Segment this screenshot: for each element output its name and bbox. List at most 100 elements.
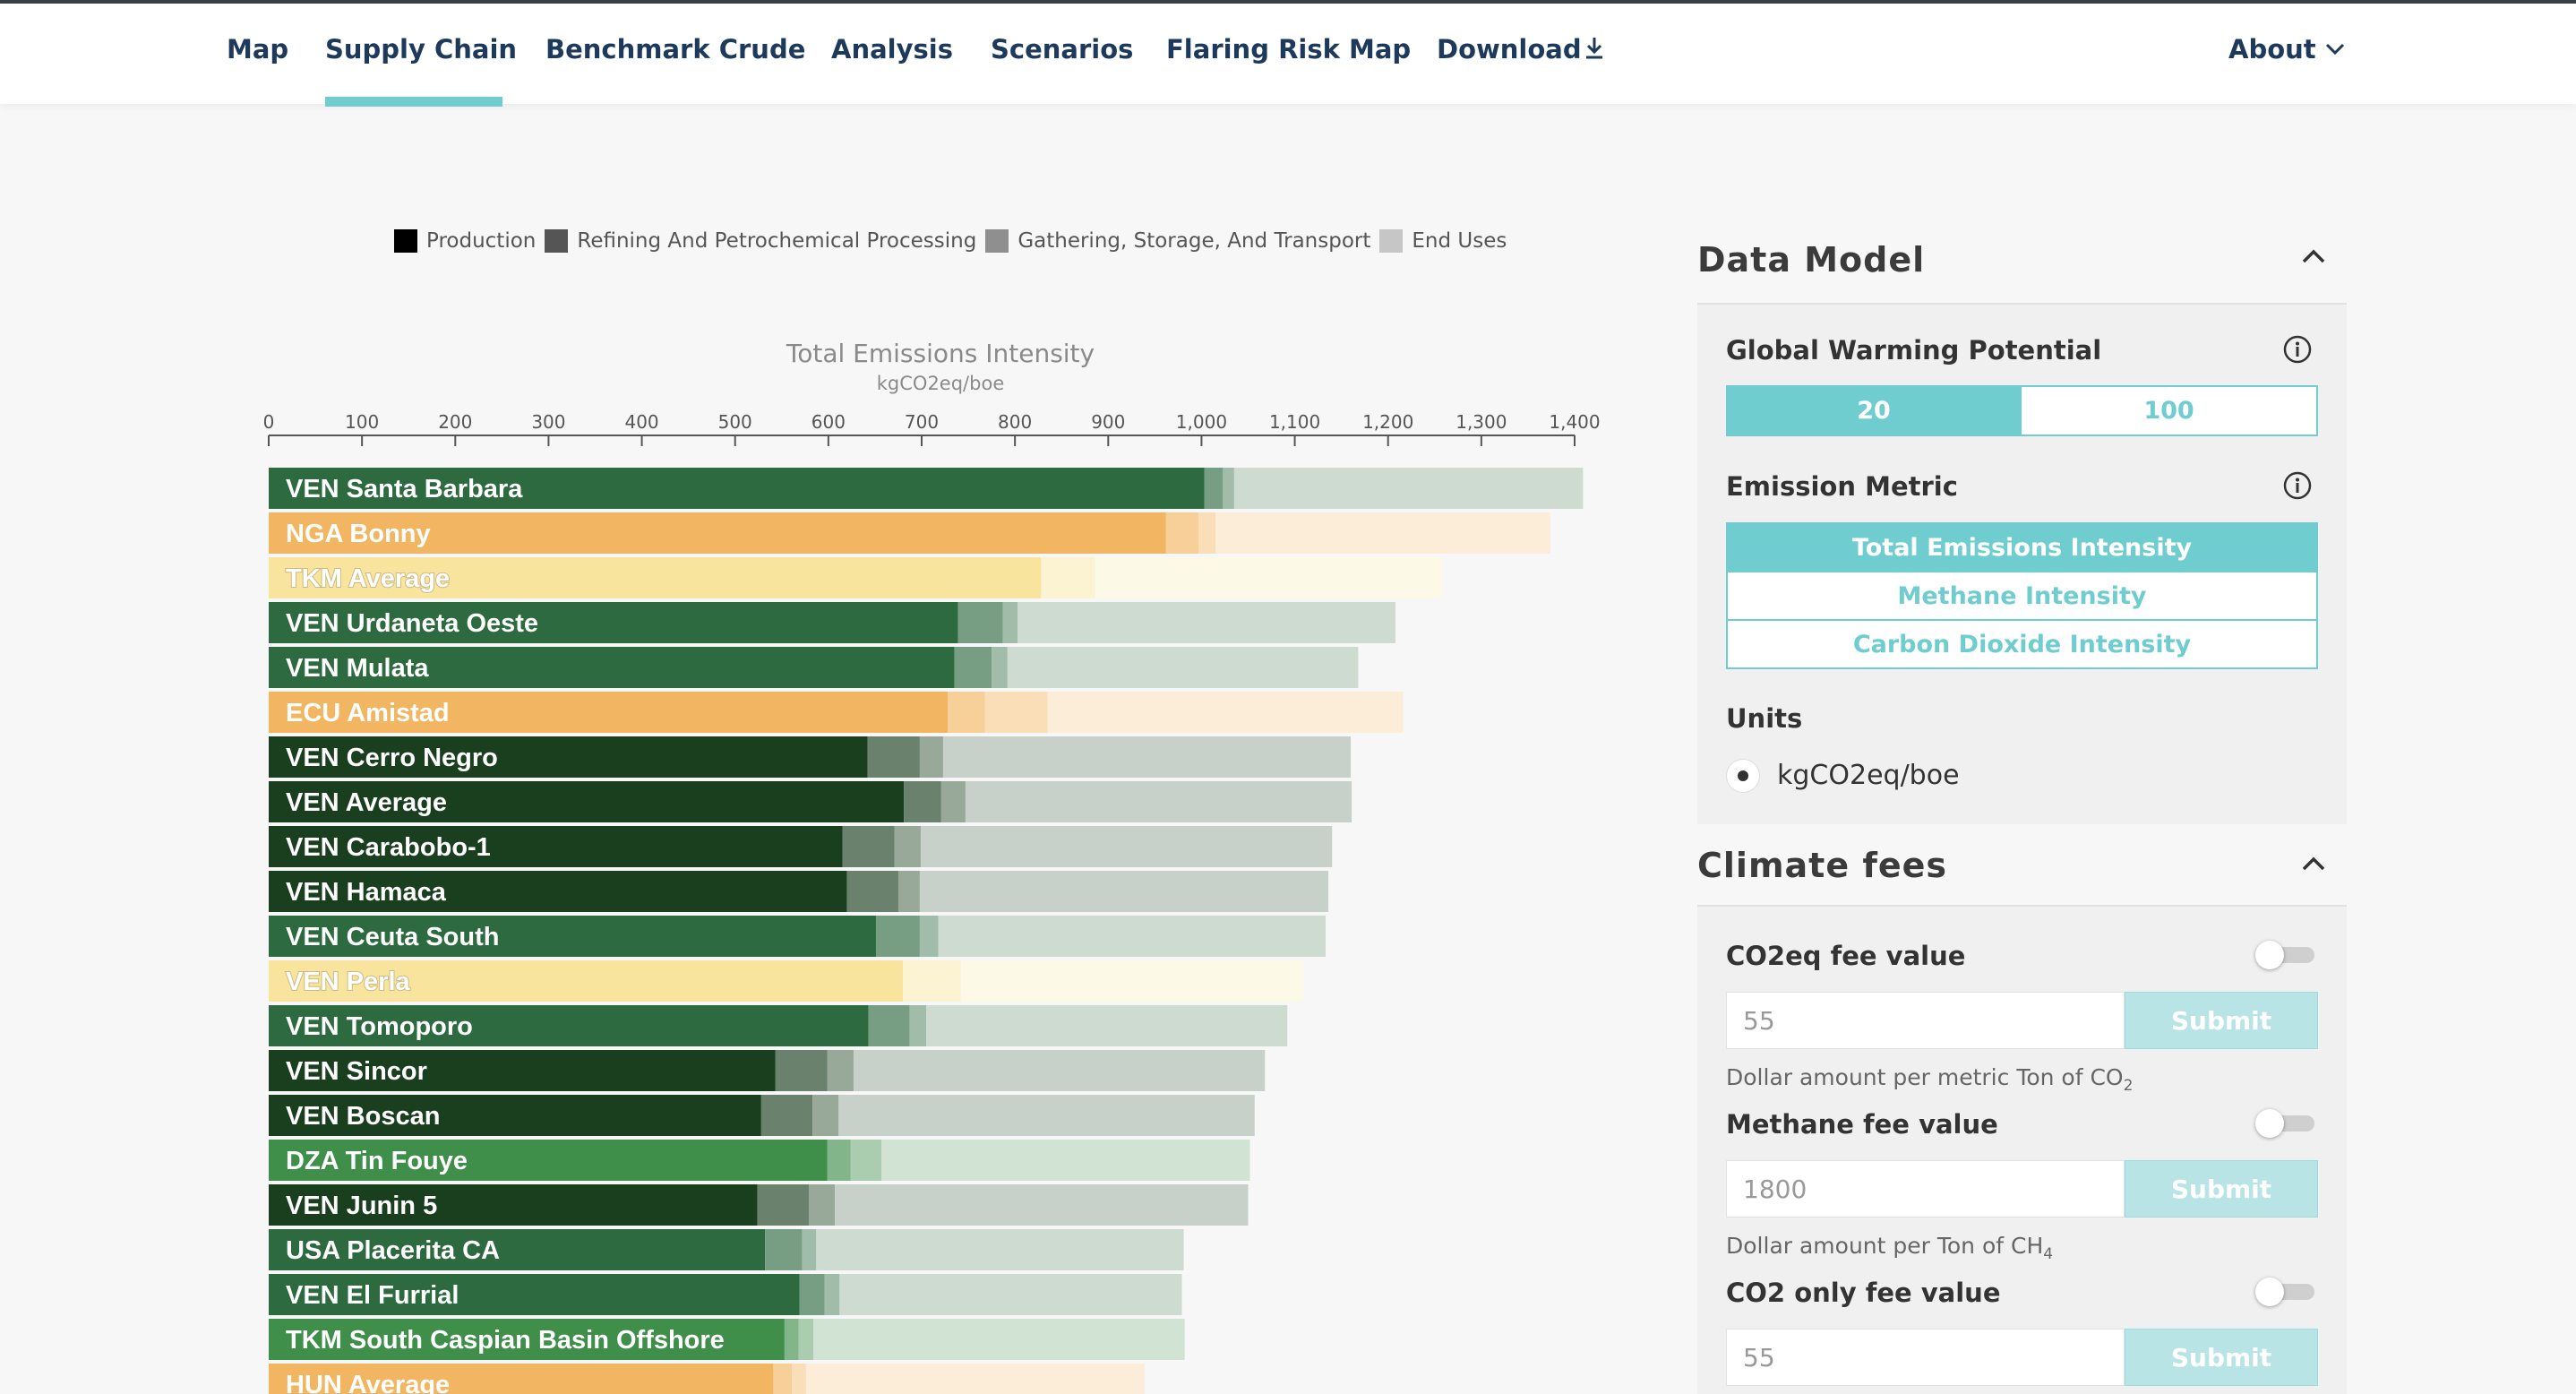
bar-segment — [773, 1364, 793, 1394]
units-radio[interactable] — [1726, 759, 1760, 793]
co2-only-submit-button[interactable]: Submit — [2125, 1329, 2318, 1386]
bar-segment — [808, 1184, 836, 1226]
bar-segment — [853, 1050, 1266, 1091]
bar-label: NGA Bonny — [286, 520, 431, 548]
bar-segment — [868, 1005, 910, 1046]
bar-label: TKM Average — [286, 564, 450, 593]
nav-about[interactable]: About — [2228, 34, 2345, 65]
nav-supply-chain[interactable]: Supply Chain — [325, 34, 518, 65]
x-tick-label: 500 — [718, 411, 752, 433]
x-tick-label: 0 — [263, 411, 275, 433]
bar-segment — [269, 1274, 800, 1315]
metric-option-co2[interactable]: Carbon Dioxide Intensity — [1726, 619, 2318, 669]
bar-segment — [842, 826, 895, 867]
co2eq-fee-help: Dollar amount per metric Ton of CO2 — [1726, 1064, 2133, 1095]
bar-label: VEN Ceuta South — [286, 923, 499, 951]
methane-fee-toggle[interactable] — [2255, 1109, 2318, 1138]
bar-segment — [269, 468, 1205, 509]
bar-label: USA Placerita CA — [286, 1236, 500, 1265]
legend-label: Production — [426, 229, 537, 253]
bar-segment — [269, 781, 905, 822]
nav-scenarios[interactable]: Scenarios — [991, 34, 1134, 65]
chevron-up-icon[interactable] — [2302, 249, 2325, 263]
info-icon[interactable] — [2282, 334, 2313, 365]
bar-segment — [867, 736, 920, 778]
co2-only-fee-label: CO2 only fee value — [1726, 1278, 2001, 1308]
bar-segment — [1204, 468, 1224, 509]
bar-segment — [954, 647, 992, 688]
bar-segment — [269, 1095, 761, 1136]
bar-segment — [938, 916, 1326, 957]
legend-item-end-uses: End Uses — [1379, 229, 1507, 253]
bar-segment — [784, 1319, 799, 1360]
bar-segment — [881, 1140, 1250, 1181]
x-tick-label: 100 — [345, 411, 379, 433]
co2eq-fee-input[interactable]: 55 — [1726, 992, 2125, 1049]
bar-segment — [802, 1229, 817, 1270]
bar-segment — [957, 602, 1003, 643]
bar-segment — [942, 736, 1352, 778]
chevron-up-icon[interactable] — [2302, 856, 2325, 871]
methane-fee-help-text: Dollar amount per Ton of CH — [1726, 1233, 2044, 1259]
co2eq-fee-toggle[interactable] — [2255, 941, 2318, 969]
bar-segment — [813, 1319, 1185, 1360]
bar-segment — [760, 1095, 813, 1136]
bar-segment — [838, 1095, 1255, 1136]
emissions-bar-chart: 0 100 200 300 400 500 600 700 800 900 1,000 1,100 1,… — [263, 411, 1601, 1394]
x-tick-label: 300 — [531, 411, 565, 433]
bar-segment — [827, 1050, 854, 1091]
units-label: Units — [1726, 703, 1803, 734]
bar-segment — [269, 512, 1166, 554]
bar-label: VEN Mulata — [286, 654, 429, 683]
climate-fees-title: Climate fees — [1697, 846, 1948, 885]
bar-label: TKM South Caspian Basin Offshore — [286, 1326, 725, 1355]
bar-segment — [875, 916, 920, 957]
nav-download[interactable]: Download — [1437, 34, 1605, 65]
bar-segment — [269, 1229, 766, 1270]
data-model-title: Data Model — [1697, 240, 1926, 280]
nav-download-label: Download — [1437, 34, 1582, 65]
bar-segment — [269, 1319, 785, 1360]
bar-segment — [805, 1364, 1145, 1394]
bar-segment — [1165, 512, 1199, 554]
bar-label: VEN Tomoporo — [286, 1012, 473, 1041]
methane-fee-input[interactable]: 1800 — [1726, 1160, 2125, 1218]
data-model-header[interactable]: Data Model — [1697, 226, 2347, 305]
bar-segment — [1215, 512, 1550, 554]
co2-only-fee-input[interactable]: 55 — [1726, 1329, 2125, 1386]
climate-fees-header[interactable]: Climate fees — [1697, 826, 2347, 907]
legend-label: End Uses — [1412, 229, 1507, 253]
gwp-option-20[interactable]: 20 — [1726, 385, 2022, 436]
metric-option-total[interactable]: Total Emissions Intensity — [1726, 522, 2318, 572]
toggle-knob — [2255, 941, 2284, 969]
co2-only-fee-toggle[interactable] — [2255, 1278, 2318, 1306]
legend-item-transport: Gathering, Storage, And Transport — [985, 229, 1370, 253]
bar-label: VEN Santa Barbara — [286, 475, 523, 503]
bar-segment — [897, 871, 920, 912]
bar-segment — [839, 1274, 1182, 1315]
bar-segment — [269, 736, 868, 778]
methane-submit-button[interactable]: Submit — [2125, 1160, 2318, 1218]
bar-segment — [948, 692, 985, 733]
bar-segment — [1047, 692, 1404, 733]
bar-segment — [1223, 468, 1234, 509]
metric-option-methane[interactable]: Methane Intensity — [1726, 571, 2318, 621]
bar-segment — [269, 692, 949, 733]
bar-segment — [269, 1364, 774, 1394]
gwp-option-100[interactable]: 100 — [2020, 385, 2318, 436]
nav-map[interactable]: Map — [227, 34, 289, 65]
nav-analysis[interactable]: Analysis — [831, 34, 953, 65]
bar-segment — [1095, 557, 1443, 598]
bar-segment — [1041, 557, 1095, 598]
bar-segment — [269, 871, 847, 912]
chart-title: Total Emissions Intensity — [786, 339, 1095, 368]
bar-segment — [984, 692, 1048, 733]
bar-segment — [775, 1050, 828, 1091]
legend-item-refining: Refining And Petrochemical Processing — [545, 229, 976, 253]
bar-label: VEN El Furrial — [286, 1281, 459, 1310]
info-icon[interactable] — [2282, 470, 2313, 501]
nav-benchmark-crude[interactable]: Benchmark Crude — [545, 34, 806, 65]
x-tick-label: 1,100 — [1269, 411, 1320, 433]
nav-flaring-risk-map[interactable]: Flaring Risk Map — [1166, 34, 1412, 65]
co2eq-submit-button[interactable]: Submit — [2125, 992, 2318, 1049]
